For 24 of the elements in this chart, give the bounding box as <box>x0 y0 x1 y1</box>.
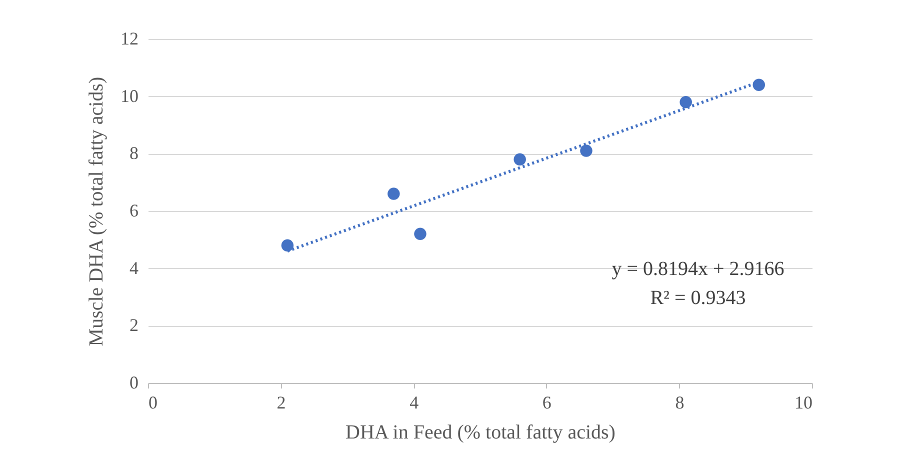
x-tick-label: 4 <box>410 392 419 412</box>
y-tick-label: 2 <box>130 315 138 336</box>
x-tick-label: 10 <box>794 392 812 412</box>
y-tick-label: 0 <box>130 372 138 392</box>
point <box>414 228 426 240</box>
point <box>388 188 400 200</box>
y-axis-title: Muscle DHA (% total fatty acids) <box>86 76 108 346</box>
y-tick-label: 4 <box>130 258 138 278</box>
y-tick-label: 8 <box>130 143 138 164</box>
point <box>680 96 692 108</box>
point <box>752 78 766 91</box>
point <box>281 239 294 252</box>
x-axis-title: DHA in Feed (% total fatty acids) <box>346 422 616 444</box>
point <box>514 153 526 166</box>
x-tick-label: 6 <box>542 392 552 412</box>
x-tick-label: 0 <box>148 392 158 412</box>
annotation: y = 0.8194x + 2.9166 <box>612 258 784 280</box>
y-tick-label: 6 <box>130 200 138 220</box>
y-tick-label: 12 <box>120 28 138 48</box>
x-tick-label: 8 <box>675 392 684 412</box>
x-tick-label: 2 <box>276 392 286 412</box>
y-tick-label: 10 <box>120 86 138 106</box>
point <box>580 144 592 157</box>
annotation: R² = 0.9343 <box>650 287 746 309</box>
